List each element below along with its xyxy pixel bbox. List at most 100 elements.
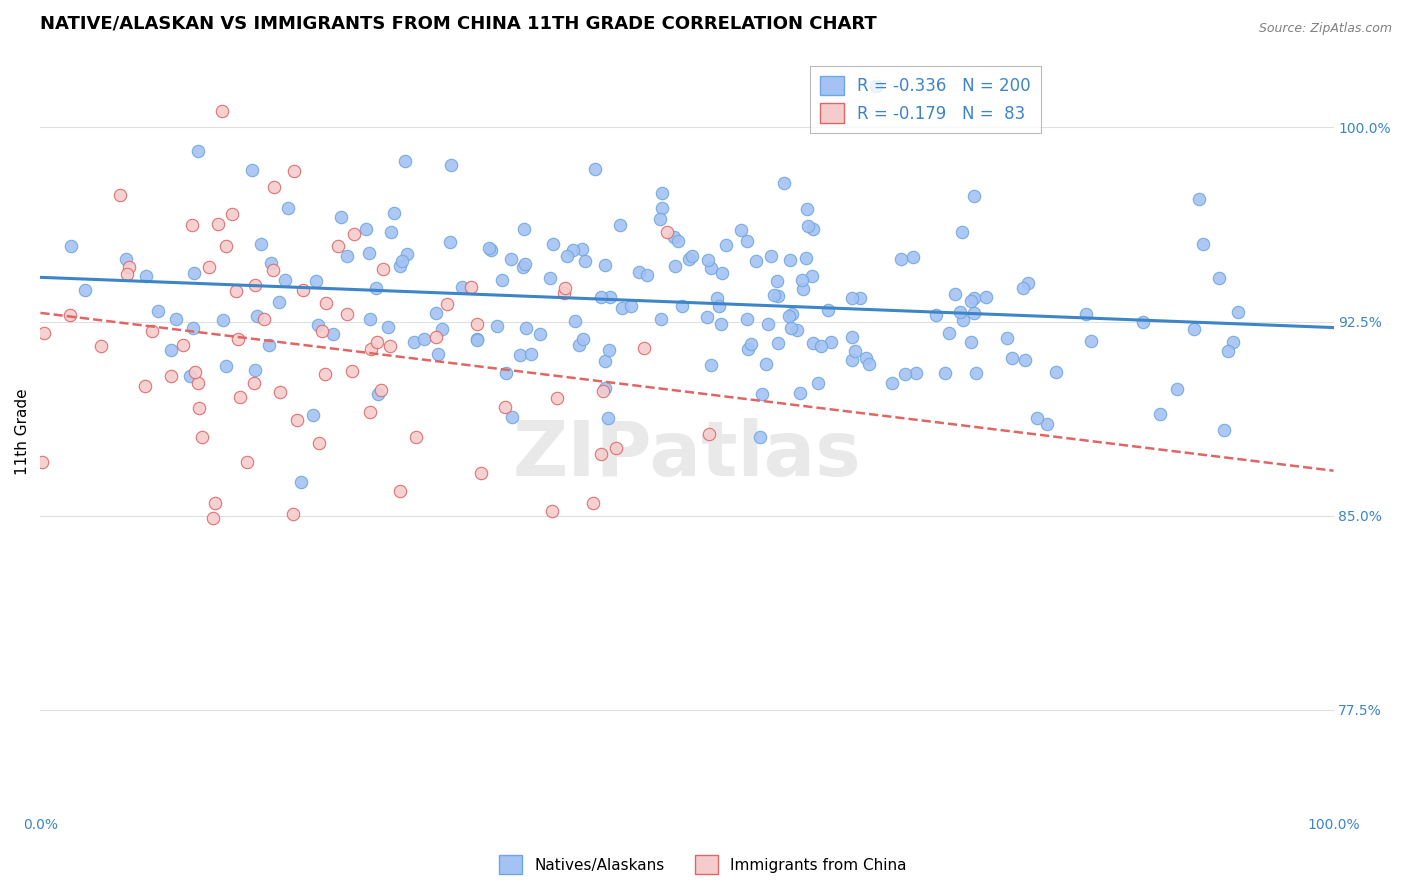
Point [592,384,614,398]
Point [249,236,271,251]
Legend: Natives/Alaskans, Immigrants from China: Natives/Alaskans, Immigrants from China [494,849,912,880]
Point [1074,307,1097,321]
Point [561,243,583,257]
Point [564,314,586,328]
Point [262,262,284,277]
Point [934,366,956,380]
Point [730,222,752,236]
Point [756,317,779,331]
Point [373,262,395,277]
Point [370,383,392,397]
Point [187,401,209,415]
Point [959,334,981,349]
Point [440,158,463,172]
Point [748,430,770,444]
Point [1184,322,1206,336]
Point [1014,352,1036,367]
Point [305,274,328,288]
Point [849,291,872,305]
Point [714,237,737,252]
Point [801,221,824,235]
Point [1026,410,1049,425]
Point [700,358,723,372]
Point [512,260,534,274]
Point [243,277,266,292]
Point [515,257,537,271]
Point [609,218,631,232]
Point [460,280,482,294]
Point [425,306,447,320]
Point [179,369,201,384]
Point [610,301,633,316]
Point [633,341,655,355]
Point [221,207,243,221]
Point [366,334,388,349]
Point [1045,365,1067,379]
Point [636,268,658,283]
Point [755,357,778,371]
Point [664,230,686,244]
Point [696,310,718,324]
Point [894,367,917,381]
Point [183,266,205,280]
Point [73,284,96,298]
Point [1166,382,1188,396]
Point [465,333,488,347]
Point [1213,423,1236,437]
Point [380,226,402,240]
Point [571,243,593,257]
Point [226,332,249,346]
Point [283,163,305,178]
Point [114,252,136,266]
Point [204,496,226,510]
Point [963,189,986,203]
Point [436,297,458,311]
Point [509,348,531,362]
Point [172,338,194,352]
Point [817,303,839,318]
Point [389,260,412,274]
Point [620,300,643,314]
Point [582,496,605,510]
Point [165,312,187,326]
Text: Source: ZipAtlas.com: Source: ZipAtlas.com [1258,22,1392,36]
Point [243,376,266,390]
Point [858,357,880,371]
Point [135,268,157,283]
Point [865,78,887,93]
Point [925,308,948,322]
Point [281,507,304,521]
Point [710,317,733,331]
Point [382,206,405,220]
Point [571,332,593,346]
Point [359,311,381,326]
Point [949,304,972,318]
Point [1036,417,1059,431]
Point [246,310,269,324]
Point [146,304,169,318]
Point [627,264,650,278]
Point [389,484,412,499]
Point [820,335,842,350]
Point [650,312,672,326]
Point [58,308,80,322]
Point [786,323,808,337]
Point [568,338,591,352]
Point [108,188,131,202]
Point [591,290,613,304]
Point [553,286,575,301]
Point [1227,304,1250,318]
Point [801,336,824,351]
Point [651,201,673,215]
Point [187,376,209,390]
Point [938,326,960,340]
Point [253,311,276,326]
Point [605,441,627,455]
Point [1216,344,1239,359]
Point [591,447,613,461]
Point [159,343,181,357]
Point [779,253,801,268]
Point [1012,280,1035,294]
Point [181,218,204,232]
Text: ZIPatlas: ZIPatlas [513,417,862,491]
